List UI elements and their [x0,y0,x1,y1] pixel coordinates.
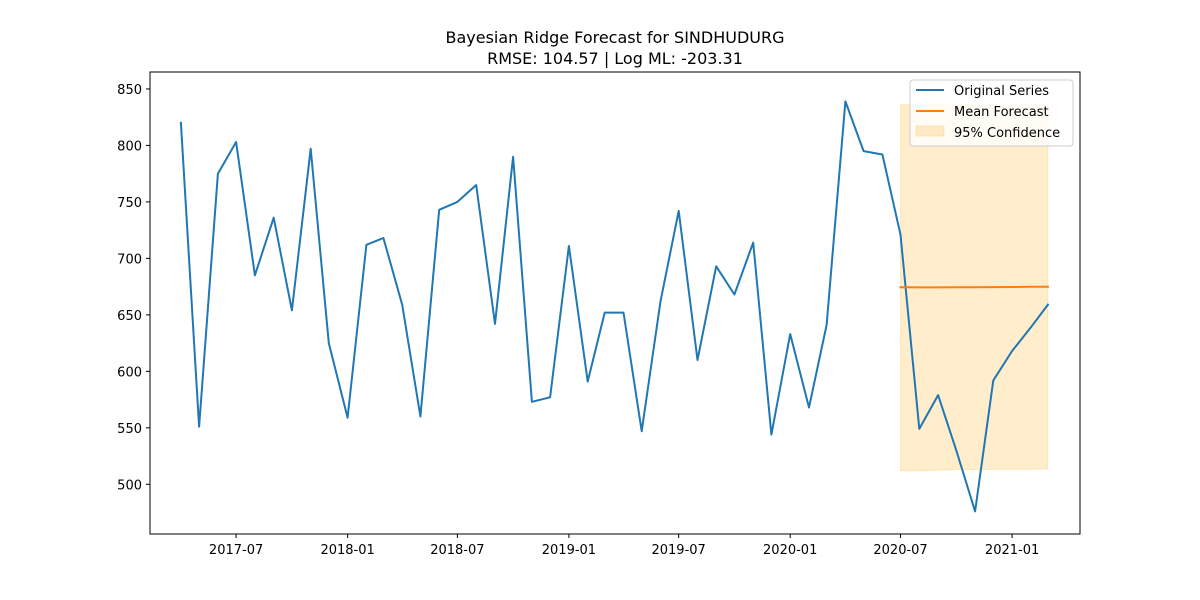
y-tick-label: 550 [117,422,142,437]
series-line-mean-forecast [899,285,1049,289]
legend-label-original-series: Original Series [954,84,1049,99]
y-axis: 500 550 600 650 700 750 800 850 [117,83,150,493]
y-tick-label: 650 [117,309,142,324]
y-tick-label: 600 [117,365,142,380]
series-line-original-series [179,100,1050,513]
legend-label-confidence: 95% Confidence [954,126,1060,141]
x-axis: 2017-07 2018-01 2018-07 2019-01 2019-07 2020-… [209,534,1039,558]
x-tick-label: 2020-01 [763,543,817,558]
series-line-layer [179,100,1050,513]
x-tick-label: 2019-01 [542,543,596,558]
y-tick-label: 700 [117,252,142,267]
y-tick-label: 750 [117,196,142,211]
x-tick-label: 2021-01 [985,543,1039,558]
chart-subtitle: RMSE: 104.57 | Log ML: -203.31 [487,49,743,68]
legend-box [909,79,1074,147]
legend-swatch-confidence [915,125,945,137]
legend-label-mean-forecast: Mean Forecast [954,105,1049,120]
x-tick-label: 2019-07 [651,543,705,558]
y-tick-label: 800 [117,139,142,154]
y-tick-label: 850 [117,83,142,98]
plot-frame [149,71,1081,535]
x-tick-label: 2018-07 [430,543,484,558]
chart-title: Bayesian Ridge Forecast for SINDHUDURG [445,28,784,47]
x-tick-label: 2020-07 [873,543,927,558]
x-tick-label: 2017-07 [209,543,263,558]
legend: Original Series Mean Forecast 95% Confid… [909,79,1074,147]
x-tick-label: 2018-01 [320,543,374,558]
y-tick-label: 500 [117,478,142,493]
